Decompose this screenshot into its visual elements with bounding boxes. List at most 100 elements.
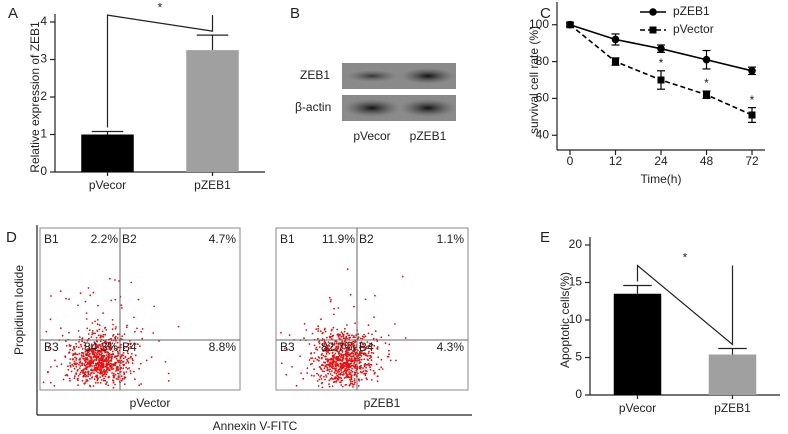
cell-dot: [352, 365, 355, 368]
cell-dot: [311, 357, 314, 359]
cell-dot: [86, 350, 89, 353]
cell-dot: [130, 355, 132, 358]
cell-dot: [103, 354, 106, 357]
cell-dot: [89, 352, 91, 355]
cell-dot: [109, 344, 112, 347]
cell-dot: [329, 333, 332, 335]
cell-dot: [358, 379, 360, 382]
cell-dot: [76, 353, 79, 356]
cell-dot: [345, 347, 348, 350]
cell-dot: [88, 360, 90, 363]
cell-dot: [280, 362, 283, 365]
cell-dot: [324, 378, 326, 381]
cell-dot: [347, 341, 350, 344]
cell-dot: [317, 356, 320, 358]
cell-dot: [361, 337, 364, 340]
y-tick-label: 60: [536, 91, 550, 105]
cell-dot: [329, 336, 331, 339]
cell-dot: [92, 385, 95, 387]
cell-dot: [284, 347, 286, 350]
blot-band: [401, 68, 455, 84]
cell-dot: [361, 371, 363, 374]
cell-dot: [112, 379, 115, 382]
cell-dot: [78, 352, 81, 355]
cell-dot: [312, 360, 315, 362]
cell-dot: [349, 378, 351, 381]
y-tick-label: 20: [569, 237, 583, 251]
cell-dot: [120, 375, 123, 377]
significance-bracket: [106, 14, 214, 128]
cell-dot: [79, 357, 81, 360]
cell-dot: [47, 370, 49, 373]
cell-dot: [113, 356, 116, 359]
cell-dot: [98, 357, 101, 360]
quadrant-label: B1: [44, 232, 59, 246]
cell-dot: [331, 385, 334, 387]
cell-dot: [85, 354, 88, 356]
cell-dot: [132, 359, 134, 362]
cell-dot: [95, 357, 98, 360]
quadrant-value: 8.8%: [209, 340, 237, 354]
cell-dot: [345, 349, 348, 351]
cell-dot: [323, 370, 326, 373]
cell-dot: [88, 345, 90, 347]
cell-dot: [348, 368, 350, 371]
cell-dot: [365, 372, 367, 375]
cell-dot: [87, 370, 90, 373]
cell-dot: [353, 366, 356, 369]
cell-dot: [365, 345, 368, 348]
cell-dot: [343, 364, 346, 367]
cell-dot: [97, 334, 100, 337]
cell-dot: [59, 290, 62, 292]
cell-dot: [75, 372, 77, 375]
x-axis-label: Time(h): [641, 172, 682, 186]
cell-dot: [82, 355, 85, 358]
cell-dot: [116, 333, 119, 336]
cell-dot: [67, 365, 69, 368]
cell-dot: [121, 378, 124, 380]
cell-dot: [367, 362, 370, 365]
cell-dot: [167, 380, 170, 382]
cell-dot: [362, 367, 364, 369]
marker: [657, 76, 665, 84]
cell-dot: [88, 365, 90, 368]
cell-dot: [120, 304, 123, 306]
cell-dot: [123, 363, 125, 366]
cell-dot: [351, 334, 353, 337]
cell-dot: [360, 355, 363, 357]
cell-dot: [337, 343, 340, 346]
cell-dot: [370, 379, 373, 381]
cell-dot: [353, 347, 356, 350]
cell-dot: [83, 368, 85, 371]
cell-dot: [337, 355, 340, 358]
cell-dot: [345, 375, 348, 377]
cell-dot: [346, 355, 348, 358]
cell-dot: [96, 329, 99, 332]
cell-dot: [125, 371, 128, 373]
cell-dot: [78, 367, 81, 369]
cell-dot: [327, 372, 329, 375]
cell-dot: [111, 346, 113, 348]
x-tick-label: 72: [745, 154, 759, 168]
quadrant-value: 82.7%: [321, 340, 355, 354]
cell-dot: [337, 371, 339, 373]
cell-dot: [78, 364, 80, 366]
cell-dot: [368, 355, 370, 357]
cell-dot: [122, 357, 125, 360]
cell-dot: [333, 313, 335, 316]
cell-dot: [353, 363, 355, 365]
cell-dot: [314, 357, 317, 360]
cell-dot: [97, 356, 100, 359]
cell-dot: [353, 341, 356, 344]
cell-dot: [115, 349, 118, 351]
cell-dot: [69, 348, 71, 351]
cell-dot: [339, 359, 342, 361]
cell-dot: [325, 358, 328, 361]
cell-dot: [344, 344, 346, 346]
cell-dot: [346, 268, 349, 270]
cell-dot: [367, 352, 370, 355]
cell-dot: [111, 350, 114, 353]
cell-dot: [363, 346, 365, 348]
cell-dot: [364, 374, 367, 377]
cell-dot: [81, 340, 83, 343]
